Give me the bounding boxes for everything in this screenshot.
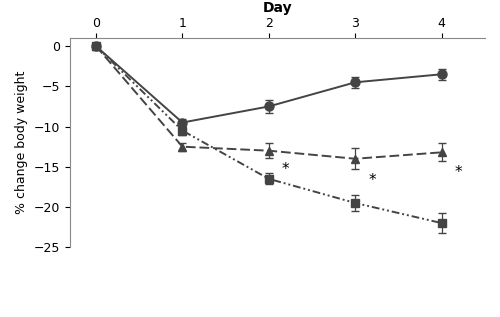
Y-axis label: % change body weight: % change body weight [16, 71, 28, 214]
Text: *: * [454, 165, 462, 180]
Text: *: * [368, 173, 376, 188]
Text: *: * [282, 162, 290, 177]
X-axis label: Day: Day [262, 1, 292, 15]
